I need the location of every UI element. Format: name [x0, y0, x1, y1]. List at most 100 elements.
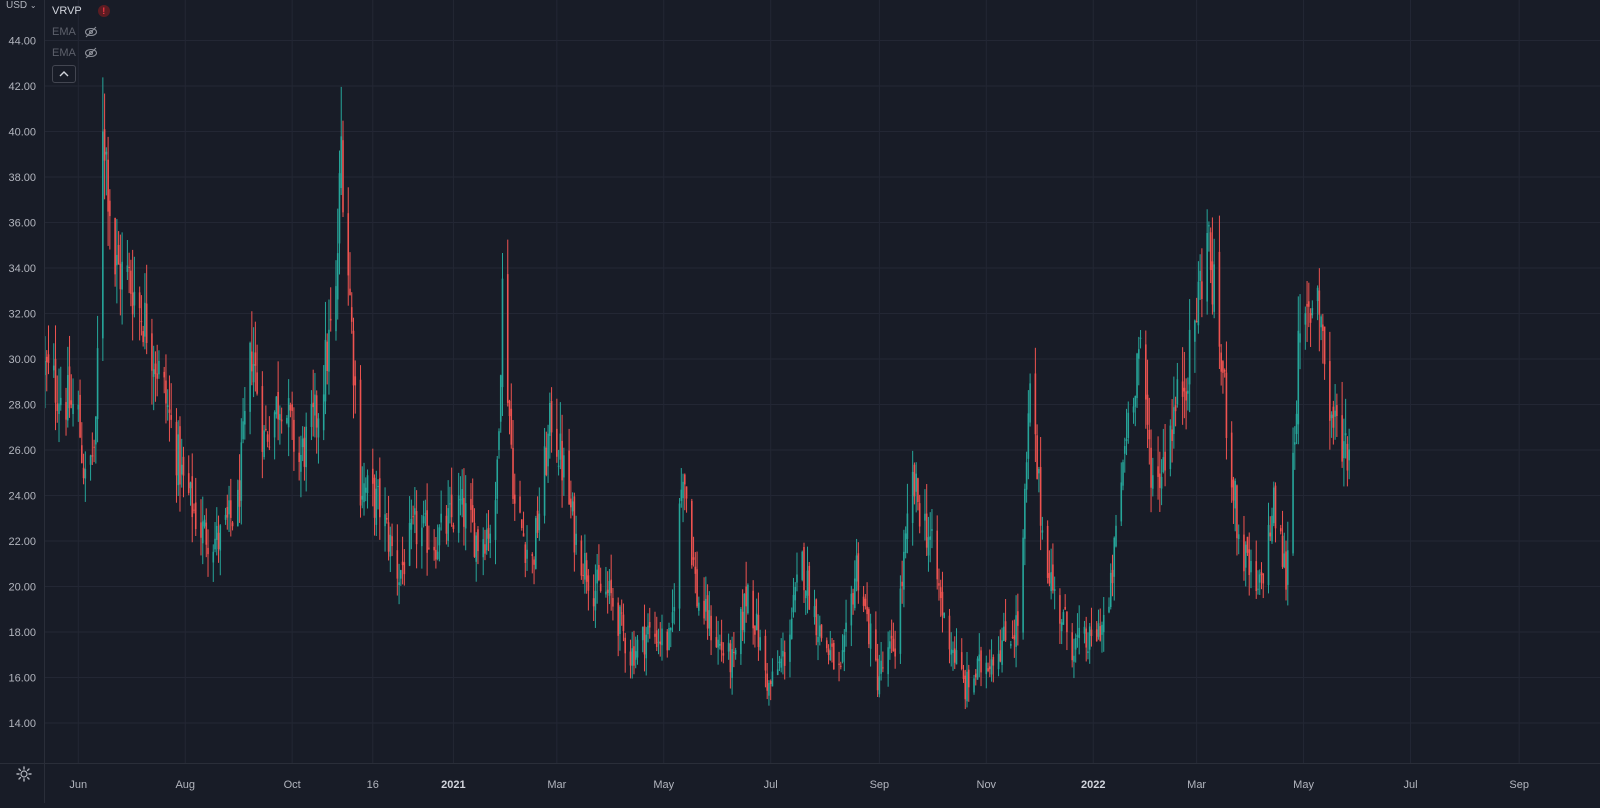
legend-collapse-button[interactable]	[52, 65, 76, 83]
eye-crossed-icon[interactable]	[84, 47, 98, 59]
candle	[1260, 562, 1263, 590]
candle	[561, 414, 563, 508]
candle	[655, 616, 658, 652]
candle	[673, 583, 676, 625]
legend-item-vrvp[interactable]: VRVP !	[52, 0, 110, 21]
candle	[806, 546, 809, 614]
candle	[691, 498, 693, 569]
candle	[342, 120, 344, 218]
candle	[840, 661, 842, 670]
candle	[924, 489, 926, 541]
candle	[1148, 397, 1151, 465]
candle	[237, 479, 239, 527]
candle	[1269, 516, 1272, 541]
candle	[845, 599, 847, 647]
candle	[1029, 373, 1031, 427]
candle	[1074, 633, 1077, 663]
candle	[1283, 532, 1286, 569]
candle	[1309, 308, 1312, 347]
candle	[647, 613, 649, 643]
candle	[375, 470, 378, 536]
candle	[166, 389, 169, 421]
candle	[1137, 336, 1140, 386]
candle	[428, 525, 430, 550]
candle	[1255, 540, 1258, 599]
candle	[1076, 613, 1079, 648]
candle	[1038, 466, 1040, 493]
candle	[768, 680, 770, 706]
x-tick-label: Nov	[977, 779, 997, 791]
legend-item-ema[interactable]: EMA	[52, 42, 110, 63]
candle	[852, 588, 854, 615]
candle	[559, 402, 562, 470]
candle	[587, 569, 590, 611]
candle	[634, 636, 637, 669]
candle	[44, 336, 46, 409]
candle	[1311, 300, 1314, 319]
candle	[678, 497, 681, 631]
candle	[524, 541, 527, 578]
candle	[314, 372, 316, 438]
candle	[636, 635, 639, 665]
candle	[796, 552, 798, 592]
candle	[1250, 549, 1252, 589]
candle	[619, 604, 621, 651]
candle	[1236, 484, 1238, 556]
candle	[743, 593, 746, 644]
candle	[831, 638, 833, 663]
candle	[1183, 351, 1186, 419]
candle	[1145, 330, 1147, 429]
candle	[967, 664, 970, 702]
candle	[906, 483, 909, 554]
candle	[142, 325, 144, 347]
eye-crossed-icon[interactable]	[84, 26, 98, 38]
candle	[1225, 341, 1228, 460]
candle	[1334, 384, 1336, 440]
candle	[1274, 482, 1277, 543]
legend-item-ema[interactable]: EMA	[52, 21, 110, 42]
candle	[556, 398, 558, 463]
candle	[648, 607, 651, 639]
candle	[1174, 396, 1177, 427]
candle	[980, 646, 982, 687]
candle	[482, 527, 485, 576]
candle	[107, 136, 109, 246]
candle	[109, 189, 111, 250]
candle	[1060, 619, 1063, 645]
candle	[771, 658, 774, 687]
candle	[152, 345, 155, 411]
candle	[1279, 524, 1282, 535]
candle	[410, 499, 413, 550]
candle	[913, 462, 916, 505]
candle	[1308, 282, 1310, 328]
candle	[1344, 398, 1347, 459]
currency-selector[interactable]: USD ⌄	[6, 0, 37, 11]
candle	[1173, 376, 1175, 449]
candle	[598, 544, 600, 582]
candle	[265, 405, 267, 432]
candle	[580, 535, 583, 580]
candle	[918, 494, 921, 534]
candle	[911, 450, 914, 546]
gear-icon[interactable]	[16, 766, 32, 782]
candle	[668, 622, 670, 651]
y-tick-label: 18.00	[8, 627, 36, 639]
candle	[1323, 326, 1326, 380]
candle	[130, 259, 132, 307]
candle	[731, 636, 733, 695]
candle	[1146, 359, 1149, 449]
candle	[77, 390, 80, 422]
x-tick-label: Sep	[1509, 779, 1529, 791]
candle	[1027, 390, 1030, 480]
candle	[1013, 619, 1016, 658]
warning-icon[interactable]: !	[97, 4, 110, 17]
candle	[371, 448, 374, 507]
candle	[1222, 360, 1224, 394]
candle	[1232, 476, 1235, 524]
candle	[1248, 532, 1251, 596]
candle	[1209, 227, 1212, 284]
candle	[820, 624, 823, 642]
candle	[499, 374, 502, 433]
